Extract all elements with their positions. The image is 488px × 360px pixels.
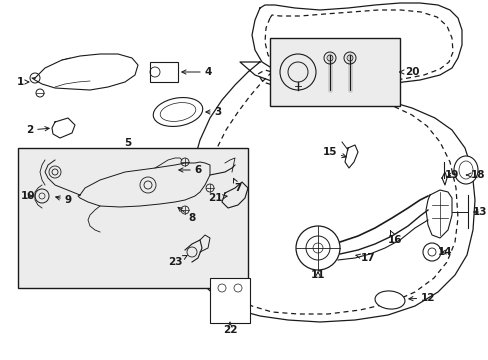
Ellipse shape [374,291,404,309]
Text: 9: 9 [56,195,71,205]
Text: 1: 1 [16,77,29,87]
Text: 15: 15 [322,147,346,158]
Ellipse shape [458,161,472,179]
Text: 8: 8 [178,207,195,223]
Text: 18: 18 [466,170,484,180]
Bar [150,62,178,82]
Bar [18,148,247,288]
Text: 3: 3 [205,107,221,117]
Text: 7: 7 [233,179,241,193]
Text: 20: 20 [399,67,418,77]
Text: 11: 11 [310,270,325,280]
Text: 22: 22 [223,322,237,335]
Ellipse shape [153,98,203,126]
Text: 6: 6 [179,165,201,175]
Bar [209,278,249,323]
Text: 19: 19 [444,170,458,180]
Text: 23: 23 [167,256,187,267]
Text: 14: 14 [437,247,451,257]
Text: 12: 12 [408,293,434,303]
Text: 13: 13 [472,207,486,217]
Text: 5: 5 [124,138,131,148]
Bar [269,38,399,106]
Text: 17: 17 [355,253,375,263]
Ellipse shape [160,103,195,121]
Text: 10: 10 [20,191,35,201]
Ellipse shape [453,156,477,184]
Text: 4: 4 [182,67,211,77]
Text: 21: 21 [207,193,226,203]
Text: 2: 2 [26,125,49,135]
Text: 16: 16 [387,231,402,245]
